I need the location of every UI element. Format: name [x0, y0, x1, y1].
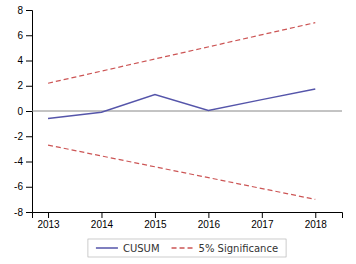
axis-line: [33, 213, 343, 219]
tick-label: -8: [14, 207, 23, 218]
tick-label: 2: [17, 80, 23, 91]
tick-mark: [26, 187, 32, 188]
y-axis: -8 -6 -4 -2 0 2 4 6 8: [14, 5, 32, 218]
tick: 2017: [251, 212, 274, 230]
tick-label: 2013: [37, 219, 60, 230]
tick: 2016: [198, 212, 221, 230]
tick-label: 4: [17, 55, 23, 66]
tick-mark: [155, 212, 156, 218]
tick: 2013: [37, 212, 60, 230]
tick-label: 0: [17, 106, 23, 117]
tick-mark: [208, 212, 209, 218]
tick-label: 6: [17, 30, 23, 41]
tick-label: -2: [14, 131, 23, 142]
tick-label: 2017: [251, 219, 274, 230]
reference-line: [32, 111, 342, 112]
legend: CUSUM 5% Significance: [88, 239, 286, 257]
tick: -6: [14, 181, 32, 192]
tick: 2015: [144, 212, 167, 230]
tick-mark: [48, 212, 49, 218]
legend-label: 5% Significance: [199, 243, 279, 254]
tick-label: 2015: [144, 219, 167, 230]
chart: 2013 2014 2015 2016 2017 2018 -8 -6 -4 -2 0 2 4 6 8 CUS…: [0, 0, 356, 264]
tick-label: 2016: [198, 219, 221, 230]
tick: -2: [14, 131, 32, 142]
tick: 2: [17, 80, 32, 91]
tick: 6: [17, 30, 32, 41]
tick-label: -4: [14, 156, 23, 167]
marks: [32, 23, 342, 200]
tick-label: 2014: [91, 219, 114, 230]
tick-mark: [262, 212, 263, 218]
tick-mark: [315, 212, 316, 218]
axis-line: [26, 11, 33, 213]
tick-mark: [26, 35, 32, 36]
series-line: [48, 89, 315, 119]
tick-mark: [26, 162, 32, 163]
tick-mark: [26, 212, 32, 213]
tick-mark: [26, 136, 32, 137]
legend-swatch: [96, 247, 118, 249]
legend-frame: [88, 239, 286, 257]
tick-mark: [26, 86, 32, 87]
legend-swatch: [172, 247, 194, 249]
tick-mark: [26, 10, 32, 11]
tick: 0: [17, 106, 32, 117]
x-axis: 2013 2014 2015 2016 2017 2018: [33, 212, 343, 230]
tick: 2014: [91, 212, 114, 230]
series-line: [48, 23, 315, 84]
tick: 2018: [305, 212, 328, 230]
tick-mark: [26, 111, 32, 112]
tick-label: 2018: [305, 219, 328, 230]
tick-mark: [26, 61, 32, 62]
tick: -4: [14, 156, 32, 167]
tick: 8: [17, 5, 32, 16]
series-line: [48, 145, 315, 199]
tick: 4: [17, 55, 32, 66]
tick-label: 8: [17, 5, 23, 16]
plot-area: 2013 2014 2015 2016 2017 2018 -8 -6 -4 -2 0 2 4 6 8: [14, 5, 342, 230]
legend-label: CUSUM: [123, 243, 160, 254]
tick: -8: [14, 207, 32, 218]
tick-mark: [101, 212, 102, 218]
tick-label: -6: [14, 181, 23, 192]
